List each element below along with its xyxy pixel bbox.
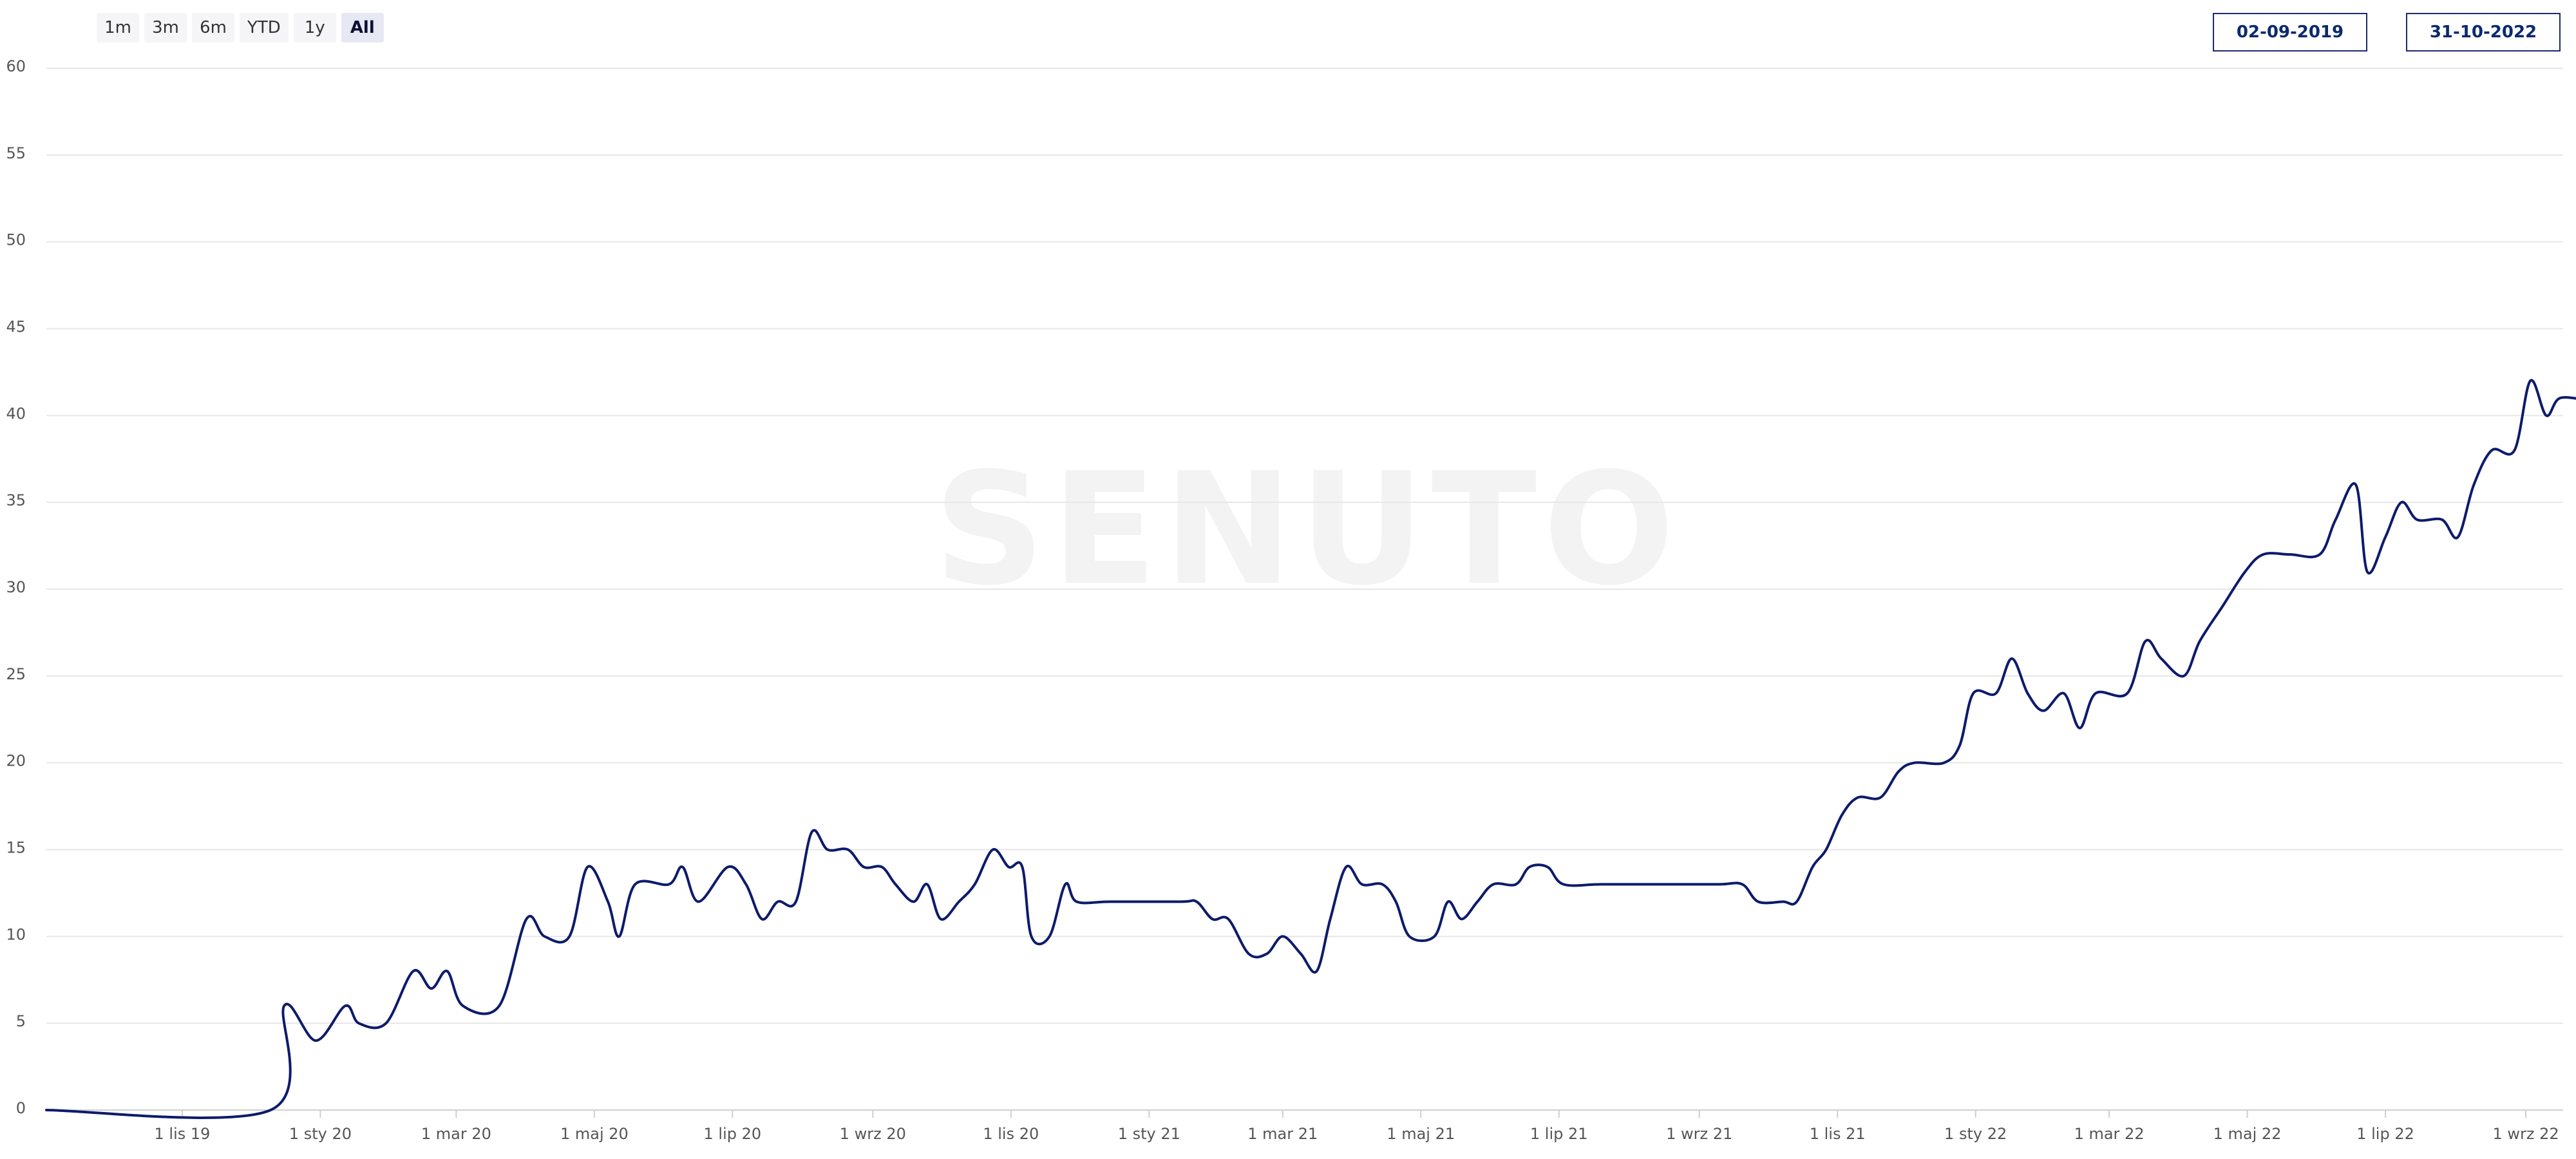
range-button-1m[interactable]: 1m	[97, 13, 139, 42]
y-tick-label: 55	[6, 144, 26, 162]
y-tick-label: 50	[6, 231, 26, 249]
y-tick-label: 40	[6, 404, 26, 422]
range-button-3m[interactable]: 3m	[144, 13, 187, 42]
x-tick-label: 1 lip 20	[704, 1125, 762, 1143]
x-tick-label: 1 sty 20	[289, 1125, 352, 1143]
x-tick-label: 1 mar 21	[1247, 1125, 1318, 1143]
y-tick-label: 10	[6, 925, 26, 943]
x-tick-label: 1 lip 22	[2356, 1125, 2414, 1143]
x-tick-label: 1 wrz 21	[1666, 1125, 1732, 1143]
range-selector: 1m 3m 6m YTD 1y All	[97, 13, 384, 42]
date-from-input[interactable]: 02-09-2019	[2213, 13, 2367, 52]
x-tick-label: 1 lis 21	[1810, 1125, 1866, 1143]
y-tick-label: 60	[6, 57, 26, 75]
y-tick-label: 45	[6, 318, 26, 336]
y-tick-label: 5	[16, 1012, 26, 1030]
x-tick-label: 1 lis 19	[155, 1125, 211, 1143]
range-button-1y[interactable]: 1y	[293, 13, 336, 42]
x-tick-label: 1 maj 21	[1387, 1125, 1455, 1143]
y-tick-label: 20	[6, 752, 26, 770]
y-tick-label: 30	[6, 578, 26, 596]
x-tick-label: 1 mar 22	[2074, 1125, 2145, 1143]
y-tick-label: 35	[6, 491, 26, 509]
x-tick-label: 1 lip 21	[1530, 1125, 1588, 1143]
watermark-logo: SENUTO	[934, 439, 1681, 619]
range-button-ytd[interactable]: YTD	[240, 13, 289, 42]
x-tick-label: 1 wrz 20	[840, 1125, 906, 1143]
range-button-6m[interactable]: 6m	[192, 13, 234, 42]
y-tick-label: 15	[6, 839, 26, 857]
x-tick-label: 1 maj 20	[560, 1125, 629, 1143]
series-line	[45, 379, 2576, 1119]
x-tick-label: 1 lis 20	[983, 1125, 1039, 1143]
y-tick-label: 0	[16, 1099, 26, 1117]
x-tick-label: 1 wrz 22	[2492, 1125, 2559, 1143]
grid-lines	[46, 68, 2563, 1111]
x-tick-label: 1 mar 20	[421, 1125, 491, 1143]
x-tick-label: 1 sty 21	[1118, 1125, 1180, 1143]
y-tick-label: 25	[6, 665, 26, 683]
x-tick-label: 1 sty 22	[1944, 1125, 2007, 1143]
x-axis: 1 lis 19 1 sty 20 1 mar 20 1 maj 20 1 lip 20…	[155, 1110, 2559, 1143]
series	[45, 379, 2576, 1119]
x-tick-label: 1 maj 22	[2213, 1125, 2282, 1143]
range-button-all[interactable]: All	[341, 13, 384, 42]
date-to-input[interactable]: 31-10-2022	[2406, 13, 2561, 52]
y-axis: 0 5 10 15 20 25 30 35 40 45 50 55 60	[6, 57, 26, 1117]
